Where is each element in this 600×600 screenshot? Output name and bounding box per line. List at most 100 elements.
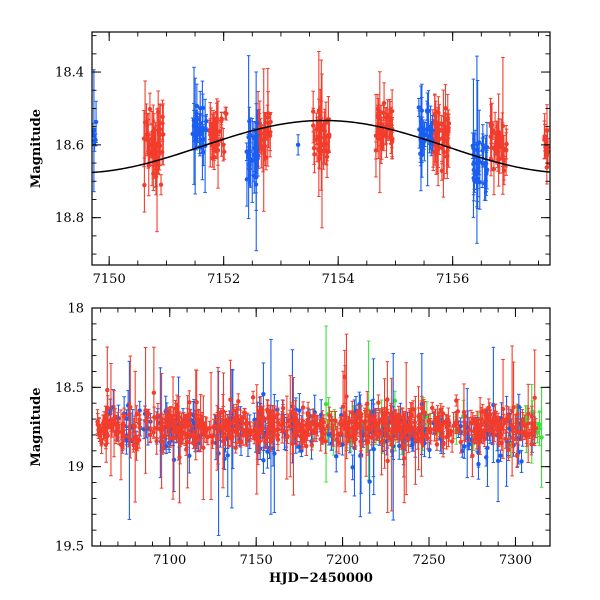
x-tick-label: 7250	[412, 553, 445, 568]
bottom-red-band-point-836	[368, 410, 374, 427]
bottom-red-band-point-915	[302, 431, 308, 443]
bottom-red-band-point-912	[380, 430, 385, 451]
top-red-band-point-22	[147, 92, 153, 126]
bottom-red-band-point-717	[250, 390, 256, 404]
bottom-red-band-point-967	[221, 405, 226, 418]
top-red-band-point-75	[208, 101, 213, 168]
bottom-red-band-point-908	[176, 396, 182, 438]
bottom-red-band-point-711	[179, 412, 184, 433]
bottom-red-band-point-964	[347, 427, 352, 443]
bottom-red-band-point-693	[215, 418, 221, 446]
top-data-points	[92, 50, 550, 252]
bottom-red-band-point-408	[440, 405, 446, 422]
bottom-red-band-point-781	[323, 428, 328, 454]
bottom-red-band-point-723	[444, 414, 450, 425]
bottom-red-band-point-746	[422, 400, 427, 425]
top-red-band-point-32	[154, 108, 160, 233]
x-tick-label: 7152	[207, 272, 240, 287]
bottom-red-band-point-747	[181, 411, 186, 427]
bottom-red-band-point-752	[300, 401, 306, 414]
bottom-red-band-point-838	[513, 414, 519, 441]
top-red-band-point-44	[144, 112, 150, 157]
bottom-red-band-point-872	[438, 403, 443, 417]
bottom-red-band-point-675	[126, 426, 131, 448]
top-red-band-point-182	[389, 89, 395, 133]
bottom-red-band-point-898	[265, 399, 270, 421]
x-tick-label: 7200	[326, 553, 359, 568]
top-red-band-point-33	[155, 90, 161, 134]
top-blue-band-point-305	[204, 114, 209, 129]
bottom-red-band-point-726	[154, 418, 159, 439]
bottom-red-band-point-892	[268, 431, 273, 452]
bottom-red-band-point-863	[524, 425, 530, 447]
top-red-band-point-252	[501, 134, 507, 162]
bottom-red-band-point-875	[134, 405, 139, 424]
y-tick-label: 18.8	[55, 211, 84, 226]
bottom-red-band-point-963	[224, 418, 229, 433]
bottom-red-band-point-637	[108, 422, 114, 432]
bottom-green-band-point-66	[537, 410, 542, 447]
bottom-red-band-point-934	[488, 409, 493, 437]
bottom-red-band-point-659	[254, 384, 259, 495]
bottom-red-band-point-933	[173, 423, 178, 439]
bottom-red-band-point-815	[533, 418, 538, 439]
bottom-red-band-point-909	[115, 422, 121, 435]
bottom-red-band-point-950	[111, 390, 117, 458]
bottom-red-band-point-858	[396, 405, 401, 425]
bottom-red-band-point-896	[383, 406, 388, 422]
bottom-red-band-point-889	[121, 407, 127, 426]
bottom-red-band-point-698	[152, 406, 157, 428]
bottom-red-band-point-439	[284, 395, 290, 480]
bottom-panel: 7100 7150 7200 7250 7300 18 18.5 19 19.5 Magnitu…	[29, 302, 551, 586]
top-blue-band-point-335	[251, 121, 257, 155]
bottom-red-band-point-779	[185, 407, 190, 426]
bottom-blue-band-point-271	[261, 446, 266, 474]
top-red-band-point-221	[446, 117, 451, 139]
bottom-red-band-point-925	[394, 425, 399, 441]
y-tick-label: 19	[67, 460, 84, 475]
bottom-y-axis-label: Magnitude	[29, 387, 44, 466]
bottom-red-band-point-954	[256, 422, 262, 442]
bottom-red-band-point-867	[158, 423, 164, 432]
bottom-red-band-point-936	[420, 427, 426, 448]
bottom-red-band-point-931	[274, 422, 280, 438]
bottom-red-band-point-873	[331, 423, 336, 447]
top-red-band-point-142	[318, 133, 323, 155]
x-tick-label: 7100	[153, 553, 186, 568]
top-red-band-point-143	[314, 116, 320, 163]
bottom-red-band-point-900	[359, 416, 364, 439]
bottom-red-band-point-903	[248, 429, 253, 440]
top-red-band-point-139	[310, 90, 316, 133]
bottom-red-band-point-955	[477, 397, 483, 455]
top-blue-band-point-334	[253, 175, 259, 194]
bottom-red-band-point-857	[228, 359, 233, 440]
bottom-red-band-point-969	[372, 413, 377, 424]
bottom-blue-band-point-205	[367, 449, 372, 514]
bottom-red-band-point-740	[161, 442, 166, 454]
bottom-red-band-point-951	[244, 418, 249, 431]
bottom-red-band-point-885	[238, 435, 243, 448]
bottom-red-band-point-799	[424, 428, 429, 441]
top-blue-band-point-332	[244, 142, 249, 161]
bottom-red-band-point-845	[260, 407, 265, 418]
top-red-band-point-255	[496, 93, 501, 187]
bottom-red-band-point-961	[438, 423, 443, 437]
bottom-red-band-point-937	[402, 411, 408, 432]
bottom-blue-band-point-305	[222, 447, 227, 471]
top-red-band-point-259	[488, 97, 493, 150]
bottom-red-band-point-724	[336, 431, 342, 455]
top-red-band-point-222	[441, 89, 446, 198]
bottom-red-band-point-923	[355, 411, 360, 426]
bottom-red-band-point-922	[305, 401, 311, 429]
bottom-x-axis-label: HJD−2450000	[269, 571, 373, 586]
bottom-red-band-point-806	[231, 404, 236, 418]
bottom-red-band-point-957	[275, 407, 280, 421]
bottom-red-band-point-945	[309, 416, 314, 433]
bottom-red-band-point-767	[515, 443, 520, 469]
bottom-red-band-point-935	[320, 417, 325, 445]
top-red-band-point-140	[312, 135, 317, 174]
bottom-red-band-point-887	[163, 409, 169, 437]
bottom-plot-frame	[91, 307, 551, 547]
bottom-red-band-point-956	[195, 409, 201, 429]
bottom-red-band-point-801	[426, 414, 432, 429]
